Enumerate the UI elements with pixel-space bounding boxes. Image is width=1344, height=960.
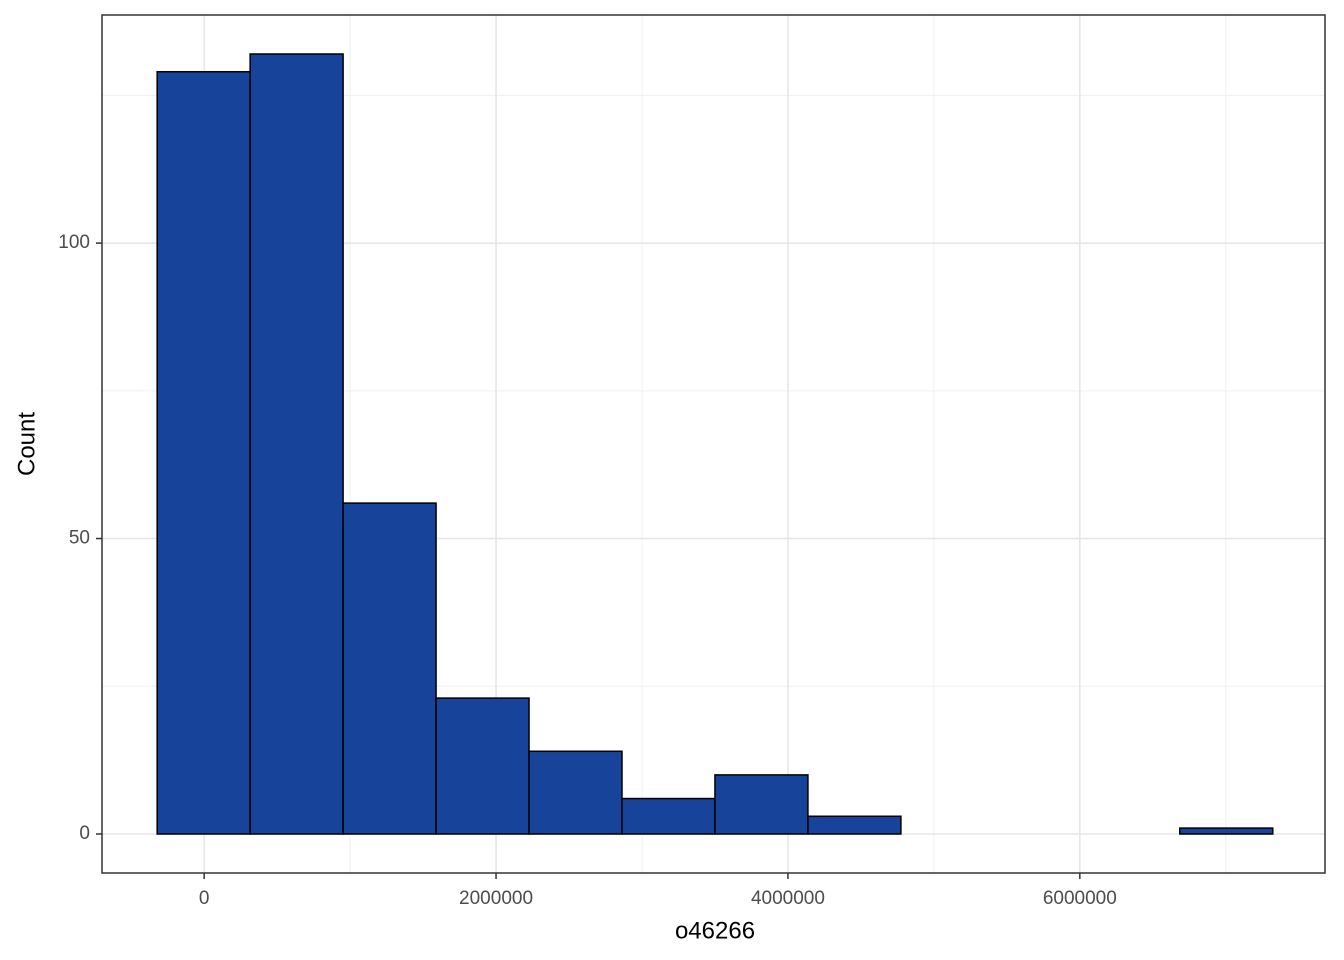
y-tick-label: 100	[58, 232, 90, 253]
bar	[621, 797, 716, 835]
bar	[342, 502, 437, 835]
x-tick-label: 6000000	[1043, 888, 1117, 909]
bar	[249, 53, 344, 835]
panel-border	[101, 14, 1326, 874]
bar	[1179, 827, 1274, 835]
bar	[528, 750, 623, 835]
y-tick-label: 50	[69, 528, 90, 549]
bar	[156, 70, 251, 835]
y-axis-label: Count	[13, 412, 40, 476]
x-tick-label: 0	[199, 888, 210, 909]
bar	[807, 815, 902, 835]
bar	[435, 697, 530, 835]
x-tick-label: 2000000	[459, 888, 533, 909]
y-tick-label: 0	[79, 823, 90, 844]
bar	[714, 774, 809, 835]
x-tick-label: 4000000	[751, 888, 825, 909]
x-axis-label: o46266	[675, 917, 755, 944]
